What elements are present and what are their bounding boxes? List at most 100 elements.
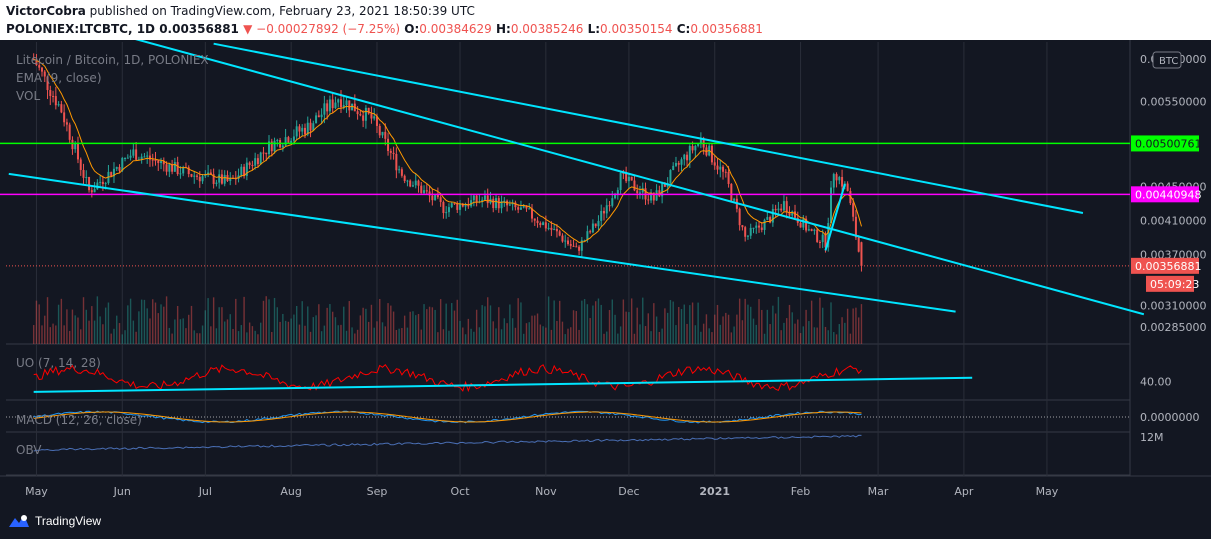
volume-bar [857,317,860,344]
candle-body [522,205,525,208]
candle-body [439,197,442,202]
candle-body [760,227,763,230]
candle-body [794,211,797,218]
candle-body [339,99,342,108]
candle-body [82,169,85,178]
volume-bar [387,303,389,344]
volume-bar [445,303,447,344]
candle-body [638,192,641,194]
volume-bar [442,329,445,344]
candle-body [248,162,251,166]
volume-bar [201,325,204,344]
volume-bar [420,329,422,344]
volume-bar [456,299,458,344]
volume-bar [658,331,661,344]
trend-channels[interactable] [8,40,1145,316]
candle-body [447,207,450,213]
candle-body [830,187,833,224]
volume-bar [246,332,248,344]
volume-bar [365,308,367,344]
time-axis[interactable]: May Jun Jul Aug Sep Oct Nov Dec 2021 Feb Mar Apr May [25,485,1059,498]
candle-body [459,203,462,210]
publish-info: published on TradingView.com, February 2… [85,4,475,18]
volume-bar [351,327,353,344]
volume-bar [534,315,536,344]
volume-bar [741,320,744,344]
candle-body [727,171,730,184]
candle-body [672,165,675,171]
time-tick-label: May [25,485,48,498]
candle-body [46,76,49,91]
candle-body [697,143,700,146]
volume-bar [88,320,90,344]
candle-body [425,190,428,192]
candle-body [168,164,171,172]
candle-body [608,205,611,207]
candle-body [190,174,193,177]
candle-body [553,228,556,230]
obv-tick-label: 12M [1140,431,1164,444]
candle-body [135,149,138,160]
volume-bar [755,324,757,344]
tradingview-brand[interactable]: TradingView [8,513,101,529]
candle-body [400,169,403,176]
volume-bar [149,318,151,344]
volume-bar [196,333,198,344]
price-axis[interactable]: 0.006000000.005500000.004500000.00410000… [1131,51,1206,444]
candle-body [88,177,91,191]
candle-body [733,198,736,201]
volume-bar [154,302,157,344]
volume-bar [279,321,281,344]
volume-bar [838,324,841,344]
volume-bar [481,305,483,344]
brand-name: TradingView [35,514,102,528]
time-tick-label: Oct [451,485,471,498]
volume-bar [589,318,591,344]
candlestick-series[interactable] [32,53,863,272]
volume-bar [805,309,807,344]
volume-bar [381,322,384,344]
volume-bar [556,320,558,344]
candle-body [201,176,204,182]
candle-body [303,127,306,135]
candle-body [104,183,107,185]
volume-bar [99,316,101,344]
volume-bar [354,333,356,344]
volume-bar [85,309,87,344]
price-tick-label: 0.00550000 [1140,96,1206,109]
volume-bar [802,326,805,344]
candle-body [442,201,445,213]
candle-body [774,208,777,211]
candle-body [428,191,431,196]
author-name[interactable]: VictorCobra [6,4,86,18]
volume-bar [74,315,76,344]
price-chart[interactable]: 0.006000000.005500000.004500000.00410000… [0,40,1211,504]
candle-body [752,227,755,229]
volume-bar [96,296,99,344]
candle-body [641,188,644,193]
candle-body [467,204,470,207]
volume-bar [293,314,295,344]
candle-body [713,162,716,166]
candle-body [782,201,785,211]
candle-body [661,183,664,197]
candle-body [658,190,661,197]
candle-body [777,208,780,211]
candle-body [143,156,146,158]
breakout-line [824,183,846,251]
volume-bar [348,301,350,344]
candle-body [497,198,500,209]
price-levels[interactable] [0,142,1130,267]
candle-body [636,190,639,194]
candle-body [580,240,583,251]
volume-bar [298,324,301,344]
candle-body [791,211,794,216]
volume-bar [708,328,710,344]
volume-bar [523,333,525,344]
candle-body [215,182,218,184]
volume-bar [730,332,733,344]
candle-body [287,137,290,143]
candle-body [129,155,132,158]
time-tick-label: Sep [367,485,388,498]
time-tick-label: Feb [791,485,810,498]
